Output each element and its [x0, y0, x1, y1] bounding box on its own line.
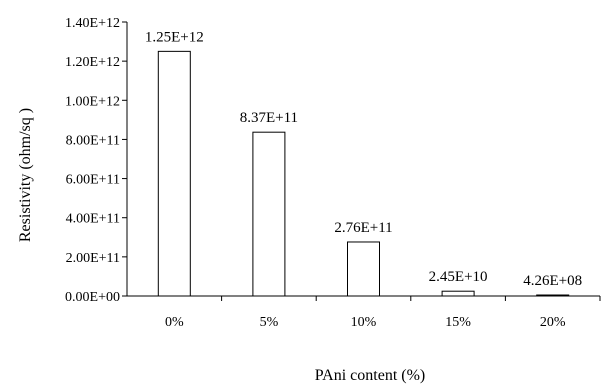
y-tick-label: 8.00E+11	[66, 133, 120, 148]
bar-0pct	[157, 50, 191, 297]
y-tick-label: 1.20E+12	[65, 55, 120, 70]
bar-15pct	[441, 290, 475, 297]
bar-data-label: 2.76E+11	[334, 220, 392, 236]
x-tick-label: 5%	[260, 315, 279, 330]
data-labels: 1.25E+12 8.37E+11 2.76E+11 2.45E+10 4.26E+08	[145, 29, 582, 289]
x-tick-label: 20%	[540, 315, 566, 330]
x-axis-ticks: 0% 5% 10% 15% 20%	[165, 296, 601, 330]
y-tick-label: 6.00E+11	[66, 173, 120, 188]
x-tick-label: 0%	[165, 315, 184, 330]
y-tick-label: 1.40E+12	[65, 16, 120, 31]
bar-data-label: 4.26E+08	[523, 273, 582, 289]
y-tick-label: 4.00E+11	[66, 212, 120, 227]
x-tick-label: 15%	[445, 315, 471, 330]
bar-data-label: 1.25E+12	[145, 29, 204, 45]
bar-data-label: 2.45E+10	[429, 269, 488, 285]
bars	[157, 50, 570, 297]
y-tick-label: 2.00E+11	[66, 251, 120, 266]
bar-5pct	[252, 131, 286, 297]
y-axis-ticks: 0.00E+00 2.00E+11 4.00E+11 6.00E+11 8.00E+11…	[65, 16, 127, 305]
x-tick-label: 10%	[351, 315, 377, 330]
x-axis-title: PAni content (%)	[315, 367, 426, 384]
y-tick-label: 1.00E+12	[65, 94, 120, 109]
y-tick-label: 0.00E+00	[65, 290, 120, 305]
bar-20pct	[536, 294, 570, 297]
y-axis-title: Resistivity (ohm/sq )	[17, 108, 34, 242]
bar-data-label: 8.37E+11	[240, 110, 298, 126]
bar-10pct	[347, 241, 380, 297]
